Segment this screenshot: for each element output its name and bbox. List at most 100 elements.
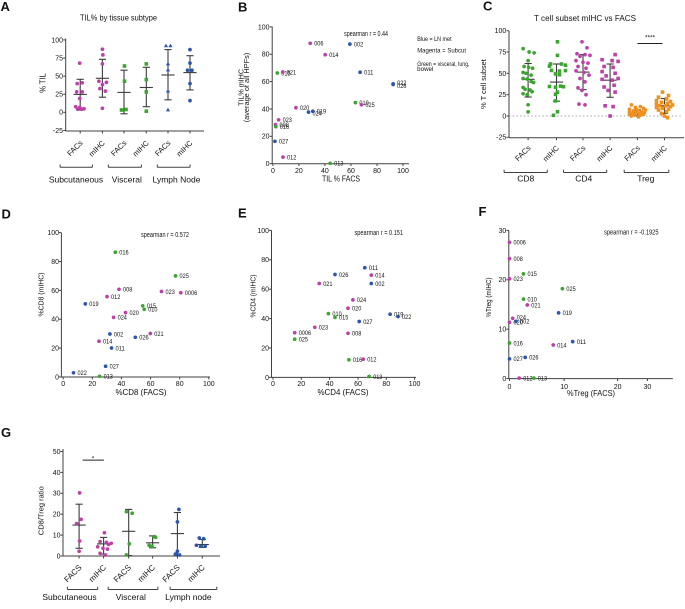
svg-text:020: 020: [352, 306, 362, 313]
svg-text:025: 025: [180, 273, 190, 280]
svg-text:0: 0: [61, 381, 65, 388]
svg-text:025: 025: [299, 337, 309, 344]
svg-text:60: 60: [347, 168, 355, 175]
svg-text:011: 011: [116, 345, 126, 352]
svg-text:20: 20: [614, 384, 622, 391]
svg-text:80: 80: [176, 381, 184, 388]
svg-text:% T cell subset: % T cell subset: [479, 58, 488, 109]
svg-text:0: 0: [57, 553, 61, 560]
svg-text:014: 014: [329, 52, 339, 59]
svg-text:20: 20: [53, 512, 61, 519]
svg-text:010: 010: [528, 296, 538, 303]
svg-text:E: E: [238, 206, 247, 221]
svg-text:20: 20: [499, 277, 507, 284]
svg-text:008: 008: [514, 256, 524, 263]
svg-text:20: 20: [295, 168, 303, 175]
svg-text:F: F: [479, 204, 487, 219]
svg-text:C: C: [483, 0, 493, 14]
svg-text:027: 027: [363, 319, 373, 326]
svg-text:024: 024: [357, 297, 367, 304]
svg-text:20: 20: [297, 381, 305, 388]
svg-text:015: 015: [147, 303, 157, 310]
svg-text:Visceral: Visceral: [116, 592, 146, 602]
svg-text:021: 021: [531, 302, 541, 309]
svg-text:022: 022: [78, 370, 88, 377]
svg-text:spearman r = 0.151: spearman r = 0.151: [355, 230, 404, 237]
svg-text:20: 20: [88, 381, 96, 388]
svg-text:40: 40: [53, 470, 61, 477]
svg-text:014: 014: [103, 339, 113, 346]
svg-text:40: 40: [326, 381, 334, 388]
svg-text:015: 015: [281, 70, 291, 77]
svg-text:40: 40: [261, 316, 269, 323]
svg-text:****: ****: [645, 35, 656, 42]
svg-text:022: 022: [402, 314, 412, 321]
svg-text:024: 024: [517, 315, 527, 322]
svg-text:023: 023: [283, 117, 293, 124]
svg-text:012: 012: [111, 294, 121, 301]
svg-text:Subcutaneous: Subcutaneous: [42, 592, 96, 602]
svg-text:bowel: bowel: [417, 67, 433, 73]
svg-text:002: 002: [520, 319, 530, 326]
svg-text:020: 020: [130, 310, 140, 317]
svg-text:100: 100: [397, 168, 409, 175]
svg-text:010: 010: [359, 100, 369, 107]
svg-text:011: 011: [369, 265, 379, 272]
svg-text:019: 019: [89, 301, 99, 308]
svg-text:100: 100: [257, 228, 269, 235]
svg-text:012: 012: [523, 375, 533, 382]
svg-text:10: 10: [499, 327, 507, 334]
svg-text:80: 80: [51, 259, 59, 266]
svg-text:10: 10: [53, 533, 61, 540]
svg-text:012: 012: [287, 154, 297, 161]
svg-text:spearman r = 0.44: spearman r = 0.44: [344, 31, 388, 38]
svg-text:TIL% mIHC: TIL% mIHC: [237, 68, 246, 106]
svg-text:023: 023: [166, 289, 176, 296]
svg-text:100: 100: [495, 28, 507, 35]
svg-text:0006: 0006: [299, 330, 312, 337]
svg-text:%Treg (mIHC): %Treg (mIHC): [484, 277, 493, 317]
svg-text:012: 012: [367, 357, 377, 364]
svg-text:002: 002: [114, 331, 124, 338]
svg-text:014: 014: [375, 272, 385, 279]
svg-text:0: 0: [508, 384, 512, 391]
svg-text:021: 021: [323, 281, 333, 288]
svg-text:015: 015: [528, 271, 538, 278]
svg-text:013: 013: [373, 374, 383, 381]
svg-text:025: 025: [566, 286, 576, 293]
svg-text:008: 008: [280, 122, 290, 129]
svg-text:016: 016: [280, 124, 290, 131]
svg-text:020: 020: [300, 105, 310, 112]
svg-text:016: 016: [119, 250, 129, 257]
svg-text:B: B: [238, 0, 247, 15]
svg-text:60: 60: [261, 287, 269, 294]
svg-text:016: 016: [514, 340, 524, 347]
svg-text:0: 0: [271, 381, 275, 388]
svg-text:008: 008: [352, 331, 362, 338]
svg-text:010: 010: [148, 307, 158, 314]
svg-text:026: 026: [397, 83, 407, 90]
svg-text:010: 010: [332, 311, 342, 318]
svg-text:026: 026: [529, 355, 539, 362]
svg-text:100: 100: [203, 381, 215, 388]
svg-text:027: 027: [514, 356, 524, 363]
svg-text:-25: -25: [496, 135, 506, 142]
svg-text:Lymph node: Lymph node: [165, 592, 212, 602]
svg-text:40: 40: [321, 168, 329, 175]
svg-text:CD4: CD4: [575, 174, 592, 184]
svg-text:008: 008: [123, 287, 133, 294]
svg-text:-25: -25: [53, 128, 63, 135]
svg-text:%CD8 (mIHC): %CD8 (mIHC): [37, 272, 46, 316]
svg-text:Blue = LN met: Blue = LN met: [417, 37, 452, 43]
svg-text:60: 60: [354, 381, 362, 388]
svg-text:0006: 0006: [514, 240, 527, 247]
svg-text:%Treg (FACS): %Treg (FACS): [567, 388, 615, 398]
svg-text:0: 0: [502, 376, 506, 383]
svg-text:80: 80: [382, 381, 390, 388]
svg-text:%CD8 (FACS): %CD8 (FACS): [116, 387, 167, 397]
svg-text:002: 002: [354, 41, 364, 48]
svg-text:0: 0: [55, 374, 59, 381]
svg-text:30: 30: [499, 228, 507, 235]
svg-text:TIL% by tissue subtype: TIL% by tissue subtype: [80, 13, 157, 23]
svg-text:024: 024: [118, 315, 128, 322]
